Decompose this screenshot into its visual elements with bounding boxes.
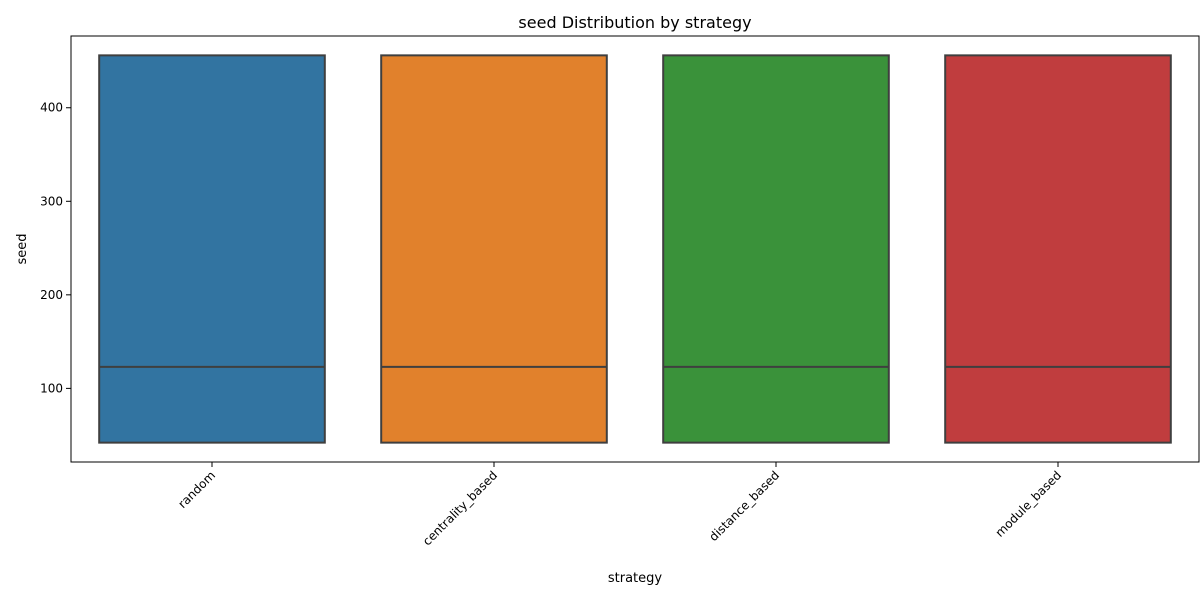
x-axis-label: strategy (608, 571, 663, 586)
y-tick-label: 100 (40, 381, 63, 395)
x-tick-label: random (175, 468, 218, 511)
y-tick-label: 200 (40, 288, 63, 302)
x-axis: random centrality_based distance_based modu… (175, 462, 1064, 548)
y-axis-label: seed (15, 233, 30, 264)
y-tick-label: 400 (40, 101, 63, 115)
box-distance_based (662, 54, 890, 444)
y-tick-label: 300 (40, 194, 63, 208)
box-random (98, 54, 326, 444)
x-tick-label: distance_based (706, 468, 782, 544)
x-tick-label: module_based (993, 468, 1065, 540)
plot-area (98, 54, 1172, 444)
x-tick-label: centrality_based (420, 468, 500, 548)
y-axis: 100 200 300 400 (40, 101, 71, 395)
box-module_based (944, 54, 1172, 444)
box-centrality_based (380, 54, 608, 444)
plot-frame (70, 35, 1200, 463)
chart-title: seed Distribution by strategy (518, 13, 751, 32)
